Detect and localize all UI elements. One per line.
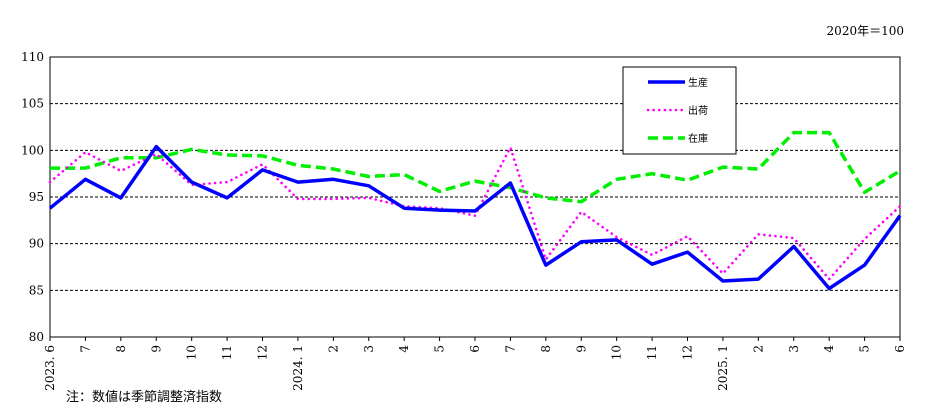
y-tick-label: 105 — [21, 97, 44, 111]
series-line-production — [48, 144, 902, 291]
x-tick-label: 8 — [539, 345, 553, 353]
legend-label-shipment: 出荷 — [688, 104, 708, 117]
x-tick-label: 12 — [681, 345, 695, 360]
x-tick-label: 5 — [433, 345, 447, 353]
x-tick-label: 10 — [610, 345, 624, 360]
x-tick-label: 12 — [256, 345, 270, 360]
x-tick-label: 8 — [114, 345, 128, 353]
x-tick-label: 10 — [185, 345, 199, 360]
x-tick-label: 4 — [822, 345, 836, 353]
x-axis-ticks: 2023. 6 7 8 9 10 11 12 2024. 1 2 3 4 5 6 7 8 9 10 11 12 202… — [43, 337, 907, 391]
x-tick-label: 2 — [326, 345, 340, 353]
x-tick-label: 4 — [397, 345, 411, 353]
x-tick-label: 6 — [893, 345, 907, 353]
x-tick-label: 2025. 1 — [716, 345, 730, 391]
x-tick-label: 9 — [149, 345, 163, 353]
x-tick-label: 5 — [858, 345, 872, 353]
legend-label-inventory: 在庫 — [688, 132, 708, 145]
x-tick-label: 3 — [787, 345, 801, 353]
legend-label-production: 生産 — [688, 76, 708, 89]
x-tick-label: 7 — [503, 345, 517, 353]
x-tick-label: 7 — [78, 345, 92, 353]
series-line-inventory — [50, 130, 901, 204]
x-tick-label: 3 — [362, 345, 376, 353]
x-tick-label: 2 — [751, 345, 765, 353]
y-tick-label: 100 — [21, 143, 44, 157]
y-tick-label: 110 — [21, 50, 44, 64]
y-tick-label: 85 — [29, 283, 44, 297]
series-lines — [48, 130, 902, 291]
x-tick-label: 2024. 1 — [291, 345, 305, 391]
series-line-shipment — [48, 146, 902, 281]
y-tick-label: 80 — [29, 330, 44, 344]
x-tick-label: 2023. 6 — [43, 345, 57, 391]
y-tick-label: 90 — [29, 237, 44, 251]
y-axis-ticks: 80 85 90 95 100 105 110 — [21, 50, 44, 344]
unit-label: 2020年＝100 — [826, 24, 904, 38]
footnote: 注：数値は季節調整済指数 — [66, 390, 223, 405]
x-tick-label: 11 — [220, 345, 234, 360]
legend-box — [622, 66, 737, 155]
x-tick-label: 6 — [468, 345, 482, 353]
x-tick-label: 9 — [574, 345, 588, 353]
y-tick-label: 95 — [29, 190, 44, 204]
x-tick-label: 11 — [645, 345, 659, 360]
